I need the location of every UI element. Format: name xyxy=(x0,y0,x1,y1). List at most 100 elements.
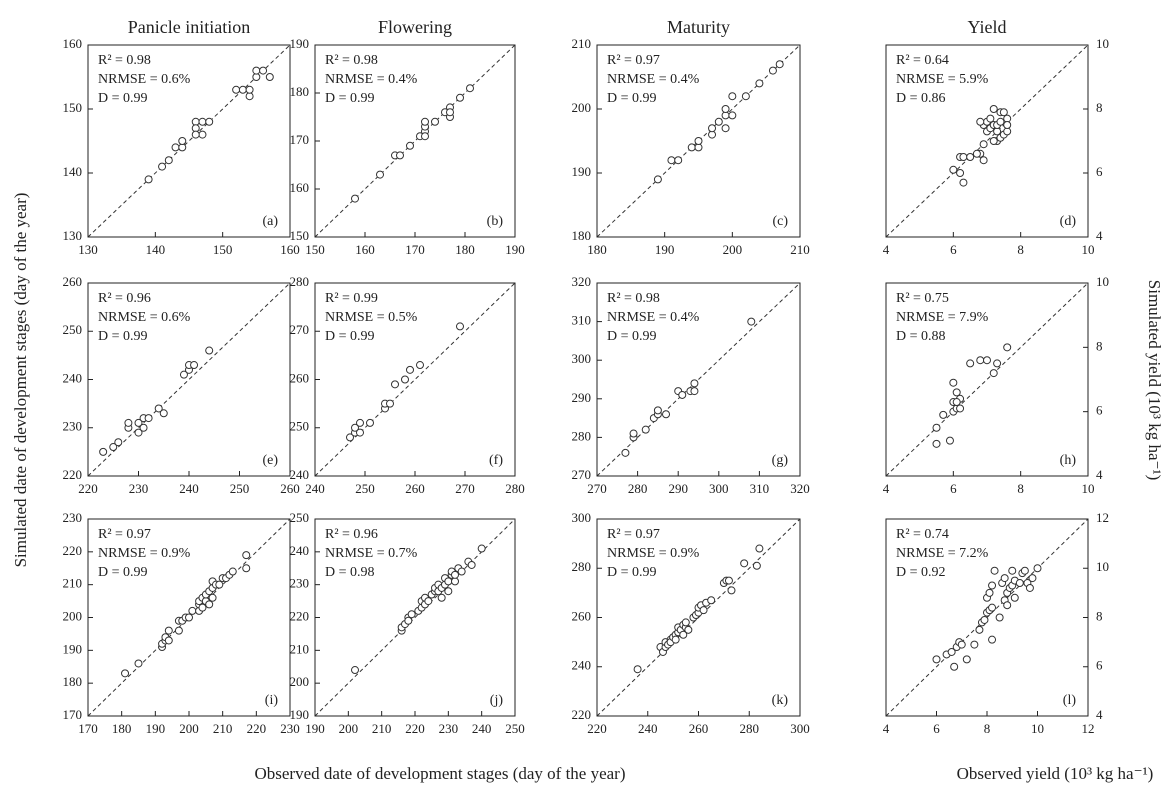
panel-label: (l) xyxy=(1063,693,1077,708)
x-tick-label: 6 xyxy=(933,721,940,736)
x-tick-label: 240 xyxy=(472,721,492,736)
x-axis-label: Observed date of development stages (day… xyxy=(254,764,625,783)
y-tick-label: 180 xyxy=(290,84,310,99)
annotation: NRMSE = 5.9% xyxy=(896,72,989,87)
data-point xyxy=(198,130,207,139)
x-tick-label: 240 xyxy=(179,481,199,496)
y-tick-label: 10 xyxy=(1096,274,1109,289)
x-axis-label-right: Observed yield (10³ kg ha⁻¹) xyxy=(957,764,1154,783)
data-point xyxy=(690,387,699,396)
data-point xyxy=(724,576,733,585)
data-point xyxy=(956,169,965,177)
y-tick-label: 240 xyxy=(290,543,310,558)
data-point xyxy=(932,439,941,448)
data-point xyxy=(1025,583,1034,592)
identity-line xyxy=(314,282,516,477)
y-tick-label: 12 xyxy=(1096,510,1109,525)
x-tick-label: 4 xyxy=(883,721,890,736)
plot-frame xyxy=(87,44,291,238)
x-tick-label: 240 xyxy=(638,721,658,736)
data-point xyxy=(945,436,954,445)
y-tick-label: 190 xyxy=(572,164,592,179)
annotation: NRMSE = 0.6% xyxy=(98,310,191,325)
data-point xyxy=(444,577,453,586)
x-tick-label: 260 xyxy=(405,481,425,496)
x-tick-label: 250 xyxy=(355,481,375,496)
data-point xyxy=(99,447,108,456)
data-point xyxy=(727,586,736,595)
plot-frame xyxy=(885,282,1089,477)
y-axis-label-right: Simulated yield (10³ kg ha⁻¹) xyxy=(1145,280,1164,480)
data-point xyxy=(144,414,153,423)
data-point xyxy=(356,428,364,437)
identity-line xyxy=(885,44,1089,238)
panel-label: (b) xyxy=(487,214,504,229)
x-tick-label: 170 xyxy=(405,242,425,257)
x-tick-label: 10 xyxy=(1082,481,1095,496)
data-point xyxy=(191,130,200,139)
x-tick-label: 190 xyxy=(146,721,166,736)
data-point xyxy=(932,655,941,664)
annotation: D = 0.99 xyxy=(325,91,375,106)
annotation: R² = 0.98 xyxy=(607,291,660,306)
x-tick-label: 220 xyxy=(405,721,425,736)
data-point xyxy=(446,108,454,117)
annotation: D = 0.86 xyxy=(896,91,946,106)
y-tick-label: 270 xyxy=(290,322,310,337)
data-point xyxy=(1000,574,1009,583)
data-point xyxy=(752,561,761,570)
y-tick-label: 220 xyxy=(290,608,310,623)
data-point xyxy=(228,567,237,576)
data-point xyxy=(252,66,261,75)
data-point xyxy=(975,625,984,634)
data-point xyxy=(456,93,464,102)
data-point xyxy=(721,124,730,133)
data-point xyxy=(976,117,985,126)
data-point xyxy=(708,124,717,133)
y-tick-label: 320 xyxy=(572,274,592,289)
x-tick-label: 210 xyxy=(213,721,233,736)
x-tick-label: 220 xyxy=(587,721,607,736)
y-tick-label: 210 xyxy=(572,36,592,51)
data-point xyxy=(970,640,979,649)
data-point xyxy=(346,433,354,442)
data-point xyxy=(1008,566,1017,575)
data-point xyxy=(755,79,764,88)
y-tick-label: 8 xyxy=(1096,608,1103,623)
annotation: R² = 0.98 xyxy=(325,53,378,68)
data-point xyxy=(404,616,413,625)
annotation: NRMSE = 7.9% xyxy=(896,310,989,325)
y-tick-label: 200 xyxy=(63,608,83,623)
x-tick-label: 230 xyxy=(280,721,300,736)
x-tick-label: 270 xyxy=(455,481,475,496)
data-point xyxy=(985,588,994,597)
data-point xyxy=(681,618,690,627)
y-tick-label: 170 xyxy=(290,132,310,147)
y-tick-label: 200 xyxy=(290,674,310,689)
data-point xyxy=(962,655,971,664)
y-tick-label: 210 xyxy=(63,576,83,591)
y-tick-label: 300 xyxy=(572,351,592,366)
data-point xyxy=(671,635,680,644)
data-point xyxy=(401,375,409,384)
data-point xyxy=(351,194,359,203)
data-point xyxy=(1003,343,1012,352)
data-point xyxy=(242,564,251,573)
annotation: D = 0.99 xyxy=(325,329,375,344)
plot-frame xyxy=(596,44,801,238)
data-point xyxy=(768,66,777,75)
x-tick-label: 8 xyxy=(1017,242,1024,257)
data-point xyxy=(988,603,997,612)
data-point xyxy=(966,359,975,368)
annotation: D = 0.99 xyxy=(98,329,148,344)
y-tick-label: 280 xyxy=(572,428,592,443)
y-tick-label: 150 xyxy=(63,100,83,115)
data-point xyxy=(989,137,998,145)
data-point xyxy=(114,438,123,447)
y-tick-label: 260 xyxy=(290,370,310,385)
data-point xyxy=(259,66,268,75)
x-tick-label: 280 xyxy=(628,481,648,496)
data-point xyxy=(641,425,650,434)
y-tick-label: 190 xyxy=(290,36,310,51)
data-point xyxy=(990,566,999,575)
